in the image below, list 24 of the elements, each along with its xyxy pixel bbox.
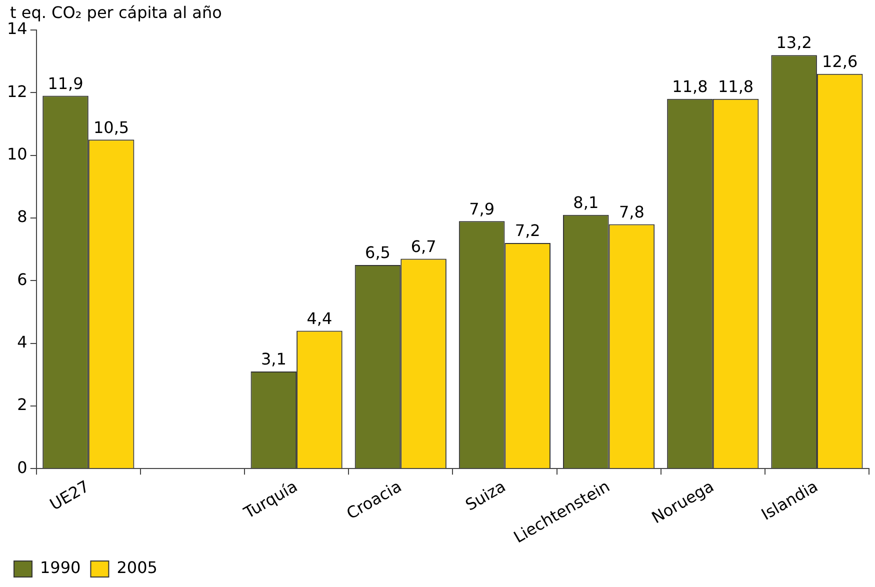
legend-label: 1990 bbox=[40, 558, 81, 578]
data-label: 13,2 bbox=[776, 33, 812, 52]
data-label: 6,7 bbox=[410, 236, 436, 256]
data-label: 6,5 bbox=[365, 243, 390, 262]
data-label: 10,5 bbox=[93, 118, 130, 137]
y-tick-label: 0 bbox=[17, 458, 28, 477]
data-label: 7,9 bbox=[469, 199, 495, 218]
y-tick-label: 4 bbox=[17, 332, 28, 352]
data-label: 4,4 bbox=[306, 308, 332, 328]
data-label: 11,8 bbox=[672, 77, 708, 96]
data-label: 7,8 bbox=[618, 202, 644, 222]
data-label: 12,6 bbox=[822, 52, 858, 72]
data-label: 11,9 bbox=[48, 74, 84, 93]
y-tick-label: 2 bbox=[17, 395, 28, 414]
x-tick-label: Suiza bbox=[462, 476, 509, 515]
y-tick-label: 10 bbox=[7, 144, 28, 164]
legend-label: 2005 bbox=[116, 558, 158, 578]
data-label: 7,2 bbox=[514, 221, 540, 240]
data-label: 3,1 bbox=[260, 350, 286, 369]
data-label: 8,1 bbox=[573, 193, 599, 212]
y-tick-label: 8 bbox=[17, 207, 28, 226]
y-tick-label: 12 bbox=[7, 82, 28, 101]
data-label: 11,8 bbox=[718, 77, 754, 96]
y-tick-label: 6 bbox=[17, 270, 28, 289]
